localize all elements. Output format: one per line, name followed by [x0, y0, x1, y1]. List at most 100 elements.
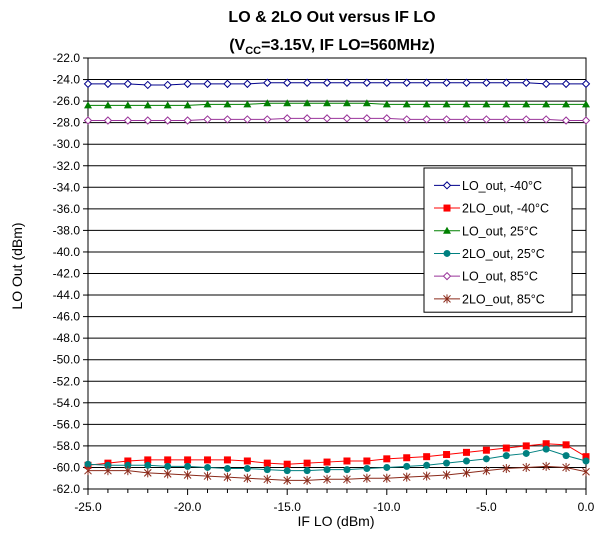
- data-point: [522, 449, 530, 457]
- chart-title: LO & 2LO Out versus IF LO: [228, 9, 435, 26]
- legend-marker: [442, 271, 452, 281]
- data-point: [423, 453, 431, 461]
- data-point: [422, 471, 431, 481]
- data-point: [123, 466, 132, 476]
- x-tick-label: -5.0: [476, 500, 497, 514]
- data-point: [522, 100, 531, 108]
- y-tick-label: -32.0: [53, 159, 81, 173]
- data-point: [124, 461, 132, 469]
- legend: LO_out, -40°C 2LO_out, -40°C LO_out, 25°C 2…: [423, 167, 573, 313]
- data-point: [104, 461, 112, 469]
- data-point: [522, 115, 531, 124]
- legend-marker: [443, 294, 451, 304]
- y-tick-label: -54.0: [53, 396, 81, 410]
- data-point: [561, 79, 571, 89]
- data-point: [462, 115, 471, 124]
- y-tick-label: -60.0: [53, 460, 81, 474]
- legend-item: 2LO_out, 25°C: [434, 247, 545, 261]
- data-point: [143, 101, 152, 109]
- data-point: [184, 462, 192, 470]
- legend-label: LO_out, -40°C: [462, 179, 542, 193]
- subtitle-prefix: (V: [229, 37, 245, 54]
- y-tick-label: -44.0: [53, 288, 81, 302]
- y-tick-label: -22.0: [53, 51, 81, 65]
- y-tick-label: -50.0: [53, 353, 81, 367]
- data-point: [144, 461, 152, 469]
- data-point: [462, 78, 471, 87]
- data-point: [83, 79, 93, 89]
- data-point: [581, 116, 591, 125]
- y-tick-label: -46.0: [53, 310, 81, 324]
- data-point: [383, 455, 391, 463]
- data-point: [183, 79, 192, 89]
- data-point: [263, 78, 272, 87]
- data-point: [502, 100, 511, 108]
- series-6: [84, 461, 590, 485]
- subtitle-suffix: =3.15V, IF LO=560MHz): [261, 37, 435, 54]
- data-point: [403, 454, 411, 462]
- series-1: [83, 78, 591, 90]
- data-point: [482, 466, 491, 476]
- y-tick-label: -58.0: [53, 439, 81, 453]
- data-point: [163, 101, 172, 109]
- legend-marker: [443, 249, 451, 257]
- y-tick-label: -36.0: [53, 202, 81, 216]
- y-axis: -22.0 -24.0 -26.0 -28.0 -30.0 -32.0 -34.0 -36.0…: [53, 51, 88, 496]
- series-line: [88, 465, 587, 481]
- data-point: [542, 445, 550, 453]
- legend-label: 2LO_out, 85°C: [462, 292, 545, 306]
- data-point: [164, 462, 172, 470]
- x-tick-label: -20.0: [174, 500, 202, 514]
- subtitle-subscript: CC: [245, 45, 261, 57]
- legend-label: 2LO_out, -40°C: [462, 202, 549, 216]
- data-point: [582, 453, 590, 461]
- data-point: [402, 115, 411, 124]
- legend-label: LO_out, 85°C: [462, 270, 538, 284]
- legend-label: 2LO_out, 25°C: [462, 247, 545, 261]
- data-point: [223, 472, 232, 482]
- data-point: [482, 446, 490, 454]
- data-point: [562, 452, 570, 460]
- data-point: [283, 475, 292, 485]
- gridlines: [88, 57, 586, 490]
- data-point: [323, 99, 332, 107]
- data-point: [322, 114, 332, 123]
- data-point: [382, 100, 391, 108]
- data-point: [561, 116, 571, 125]
- legend-item: LO_out, 25°C: [434, 224, 538, 238]
- data-point: [363, 457, 371, 465]
- data-point: [443, 459, 451, 467]
- data-point: [542, 461, 551, 471]
- data-point: [342, 114, 352, 123]
- data-point: [322, 78, 332, 87]
- data-point: [263, 115, 272, 124]
- y-tick-label: -42.0: [53, 267, 81, 281]
- data-point: [203, 100, 212, 108]
- data-point: [522, 462, 531, 472]
- data-point: [303, 459, 311, 467]
- data-point: [562, 441, 570, 449]
- legend-label: LO_out, 25°C: [462, 224, 538, 238]
- data-point: [223, 465, 231, 473]
- data-point: [541, 79, 551, 89]
- data-point: [422, 100, 431, 108]
- data-point: [502, 444, 510, 452]
- data-point: [302, 114, 312, 123]
- data-point: [263, 459, 271, 467]
- series-5: [83, 114, 591, 125]
- legend-item: 2LO_out, -40°C: [434, 202, 549, 216]
- data-point: [462, 100, 471, 108]
- data-point: [542, 100, 551, 108]
- data-point: [482, 100, 491, 108]
- x-tick-label: -10.0: [373, 500, 401, 514]
- data-point: [343, 457, 351, 465]
- series-3: [84, 99, 590, 109]
- data-point: [123, 116, 133, 125]
- x-tick-label: 0.0: [578, 500, 595, 514]
- data-point: [323, 466, 331, 474]
- y-tick-label: -48.0: [53, 331, 81, 345]
- data-point: [263, 466, 271, 474]
- data-point: [143, 468, 152, 478]
- x-axis: -25.0 -20.0 -15.0 -10.0 -5.0 0.0: [74, 489, 595, 514]
